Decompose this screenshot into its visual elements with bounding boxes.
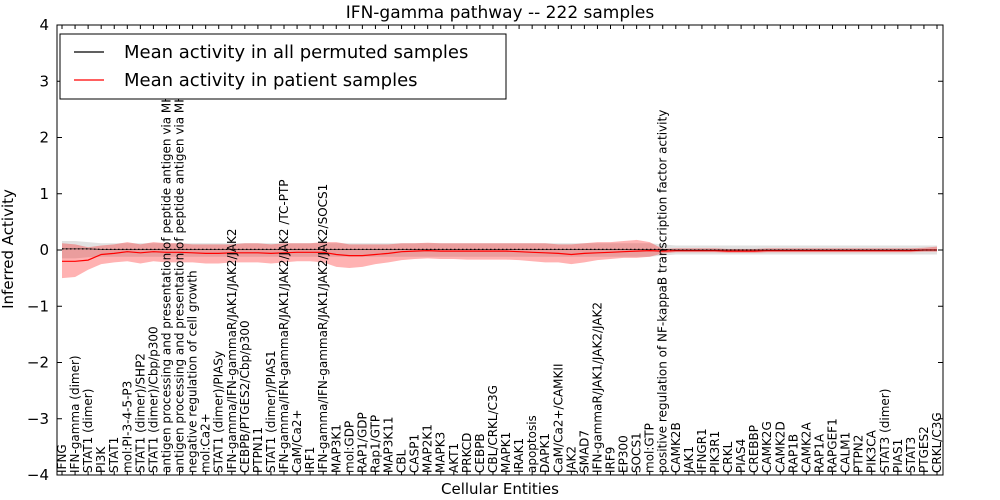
x-tick-label: mol:GDP	[342, 421, 356, 473]
x-tick-label: IFN-gamma (dimer)	[68, 355, 82, 473]
x-tick-label: CaM/Ca2+	[290, 409, 304, 473]
x-tick-label: MAP3K11	[382, 416, 396, 473]
x-tick-label: MAPK1	[499, 432, 513, 473]
x-tick-label: PTGES2	[917, 426, 931, 473]
x-tick-label: RAP1A	[813, 433, 827, 473]
patient-line	[62, 249, 937, 262]
legend: Mean activity in all permuted samples Me…	[59, 33, 507, 100]
x-tick-label: CAMK2A	[799, 422, 813, 473]
y-tick-label: −2	[27, 354, 49, 372]
x-tick-label: IRF9	[604, 447, 618, 473]
x-tick-label: negative regulation of cell growth	[186, 270, 200, 473]
x-tick-label: apoptosis	[525, 415, 539, 473]
x-tick-label: PIK3R1	[708, 431, 722, 473]
x-tick-label: CBL/CRKL/C3G	[486, 385, 500, 473]
x-tick-label: CaM/Ca2+/CAMKII	[551, 364, 565, 473]
y-tick-label: 3	[39, 72, 49, 90]
legend-label-permuted: Mean activity in all permuted samples	[124, 42, 468, 63]
x-tick-label: IFNGR1	[695, 428, 709, 473]
x-tick-label: CEBPB/PTGES2/Cbp/p300	[238, 320, 252, 473]
x-tick-label: MAP3K1	[329, 424, 343, 473]
y-tick-label: −4	[27, 466, 49, 484]
x-tick-label: PTPN2	[852, 435, 866, 473]
chart-title: IFN-gamma pathway -- 222 samples	[346, 3, 655, 23]
y-tick-label: 1	[39, 185, 49, 203]
x-axis-label: Cellular Entities	[441, 480, 559, 498]
x-tick-label: PTPN11	[251, 427, 265, 473]
x-tick-label: IRF1	[303, 447, 317, 473]
x-tick-label: PIAS4	[734, 439, 748, 473]
y-tick-label: 4	[39, 16, 49, 34]
x-tick-label: PIK3CA	[865, 429, 879, 473]
x-tick-label: IRAK1	[512, 438, 526, 473]
x-tick-label: JAK1	[682, 446, 696, 474]
x-tick-label: mol:Ca2+	[199, 413, 213, 473]
x-tick-label: STAT1 (dimer)/SHP2	[133, 353, 147, 473]
x-tick-label: CREBBP	[747, 425, 761, 473]
x-tick-label: mol:GTP	[643, 423, 657, 473]
x-tick-label: mol:PI-3-4-5-P3	[120, 381, 134, 473]
legend-box	[59, 33, 507, 100]
x-tick-label: SOCS1	[630, 432, 644, 473]
x-tick-label: JAK2	[564, 446, 578, 474]
x-tick-label: CBL	[395, 449, 409, 473]
x-tick-label: antigen processing and presentation of p…	[173, 41, 187, 473]
x-tick-label: CAMK2B	[669, 422, 683, 473]
x-tick-label: SMAD7	[577, 430, 591, 473]
x-tick-label: RAP1B	[786, 434, 800, 473]
x-tick-label: STAT3	[904, 437, 918, 473]
x-tick-label: RAPGEF1	[826, 418, 840, 473]
x-tick-label: Rap1/GTP	[368, 415, 382, 473]
y-tick-label: 0	[39, 241, 49, 259]
x-tick-label: CRKL	[721, 441, 735, 473]
x-tick-label: CAMK2D	[773, 421, 787, 473]
x-tick-label: STAT1 (dimer)	[81, 389, 95, 473]
x-tick-label: STAT3 (dimer)	[878, 389, 892, 473]
x-tick-label: IFN-gamma/IFN-gammaR/JAK1/JAK2/JAK2 /TC-…	[277, 179, 291, 473]
x-tick-label: PIAS1	[891, 439, 905, 473]
x-tick-label: IFN-gammaR/JAK1/JAK2/JAK2	[590, 302, 604, 473]
y-tick-label: −1	[27, 297, 49, 315]
x-tick-label: RAP1/GDP	[355, 412, 369, 473]
x-tick-label: PI3K	[94, 446, 108, 473]
x-tick-label: IFN-gamma/IFN-gammaR/JAK1/JAK2/JAK2/SOCS…	[316, 184, 330, 473]
x-tick-label: CALM1	[839, 432, 853, 473]
x-tick-label: CAMK2G	[760, 421, 774, 473]
x-tick-label: positive regulation of NF-kappaB transcr…	[656, 110, 670, 473]
x-tick-label: MAPK3	[434, 432, 448, 473]
permuted-mean-line	[62, 248, 937, 251]
x-tick-label: IFN-gamma/IFN-gammaR/JAK1/JAK2/JAK2	[225, 228, 239, 473]
y-tick-label: 2	[39, 129, 49, 147]
legend-label-patient: Mean activity in patient samples	[124, 70, 418, 91]
x-tick-label: STAT1 (dimer)/Cbp/p300	[146, 326, 160, 473]
x-tick-label: DAPK1	[538, 433, 552, 473]
y-tick-label: −3	[27, 410, 49, 428]
x-tick-label: IFNG	[55, 444, 69, 473]
x-tick-label: PRKCD	[460, 433, 474, 473]
y-axis-label: Inferred Activity	[0, 189, 17, 309]
x-tick-label: CEBPB	[473, 433, 487, 473]
x-tick-label: STAT1	[107, 437, 121, 473]
x-tick-label: MAP2K1	[421, 424, 435, 473]
x-tick-label: antigen processing and presentation of p…	[160, 44, 174, 473]
x-tick-label: CASP1	[408, 434, 422, 473]
x-tick-label: EP300	[617, 435, 631, 473]
x-tick-label: CRKL/C3G	[930, 412, 944, 473]
x-tick-label: STAT1 (dimer)/PIASy	[212, 351, 226, 473]
x-tick-label: AKT1	[447, 443, 461, 473]
x-tick-label: STAT1 (dimer)/PIAS1	[264, 350, 278, 473]
